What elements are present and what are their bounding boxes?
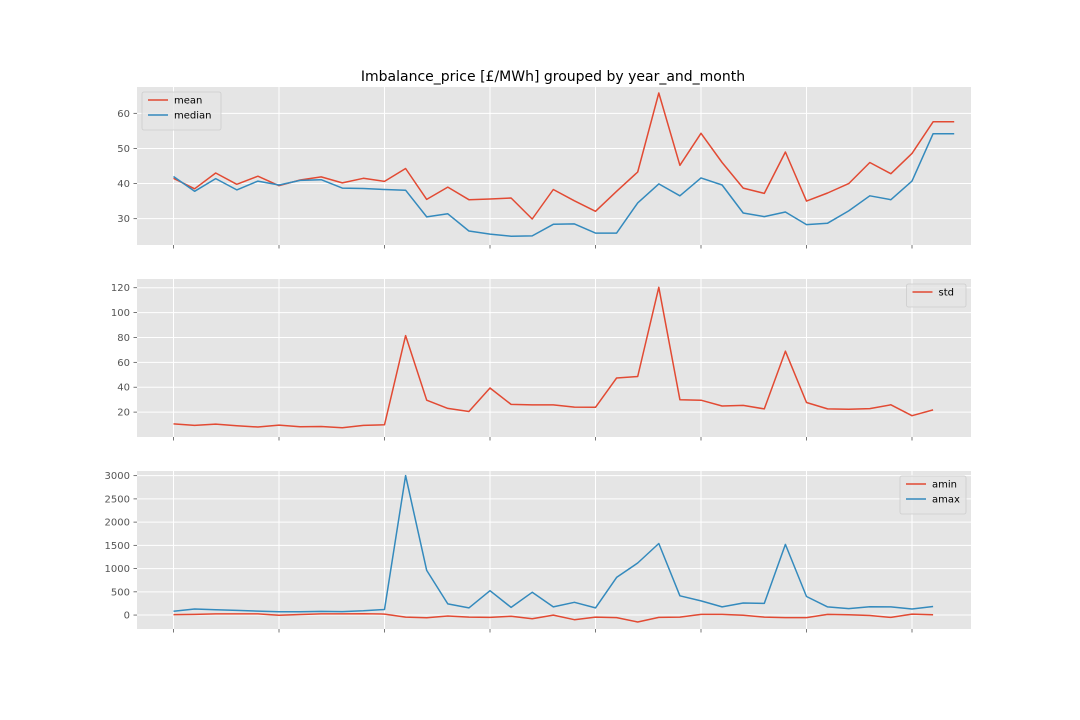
legend-box (899, 475, 967, 515)
legend: amin amax (899, 475, 967, 515)
subplot-amin-amax: 0 500 1000 1500 2000 2500 3000 amin amax (105, 471, 971, 633)
y-tick-label: 60 (117, 358, 130, 369)
legend-label-mean: mean (174, 96, 202, 107)
series-line-std (173, 286, 934, 429)
legend-label-median: median (174, 111, 212, 122)
y-tick-label: 40 (117, 383, 130, 394)
legend: std (906, 283, 967, 308)
series-line-amin (173, 612, 934, 623)
y-tick-label: 40 (117, 179, 130, 190)
chart-title: Imbalance_price [£/MWh] grouped by year_… (361, 69, 745, 85)
legend: mean median (141, 91, 222, 131)
plot-area (137, 87, 971, 245)
y-tick-label: 1500 (105, 541, 130, 552)
y-tick-label: 3000 (105, 471, 130, 482)
y-tick-label: 2500 (105, 494, 130, 505)
y-tick-label: 30 (117, 214, 130, 225)
subplot-std: 20 40 60 80 100 120 std (111, 279, 971, 441)
series-line-median (173, 132, 955, 237)
legend-label-std: std (939, 288, 954, 299)
y-tick-label: 0 (124, 611, 130, 622)
y-tick-label: 60 (117, 109, 130, 120)
y-tick-label: 500 (111, 587, 130, 598)
plot-area (137, 471, 971, 629)
legend-label-amax: amax (932, 495, 960, 506)
series-line-mean (173, 92, 955, 220)
y-tick-label: 100 (111, 308, 130, 319)
y-tick-label: 20 (117, 408, 130, 419)
subplot-mean-median: Imbalance_price [£/MWh] grouped by year_… (117, 69, 971, 249)
legend-label-amin: amin (932, 480, 957, 491)
y-tick-label: 1000 (105, 564, 130, 575)
legend-box (906, 283, 967, 308)
plot-area (137, 279, 971, 437)
y-tick-label: 80 (117, 333, 130, 344)
y-tick-label: 2000 (105, 518, 130, 529)
series-line-amax (173, 474, 934, 613)
y-tick-label: 120 (111, 283, 130, 294)
y-tick-label: 50 (117, 144, 130, 155)
legend-box (141, 91, 222, 131)
